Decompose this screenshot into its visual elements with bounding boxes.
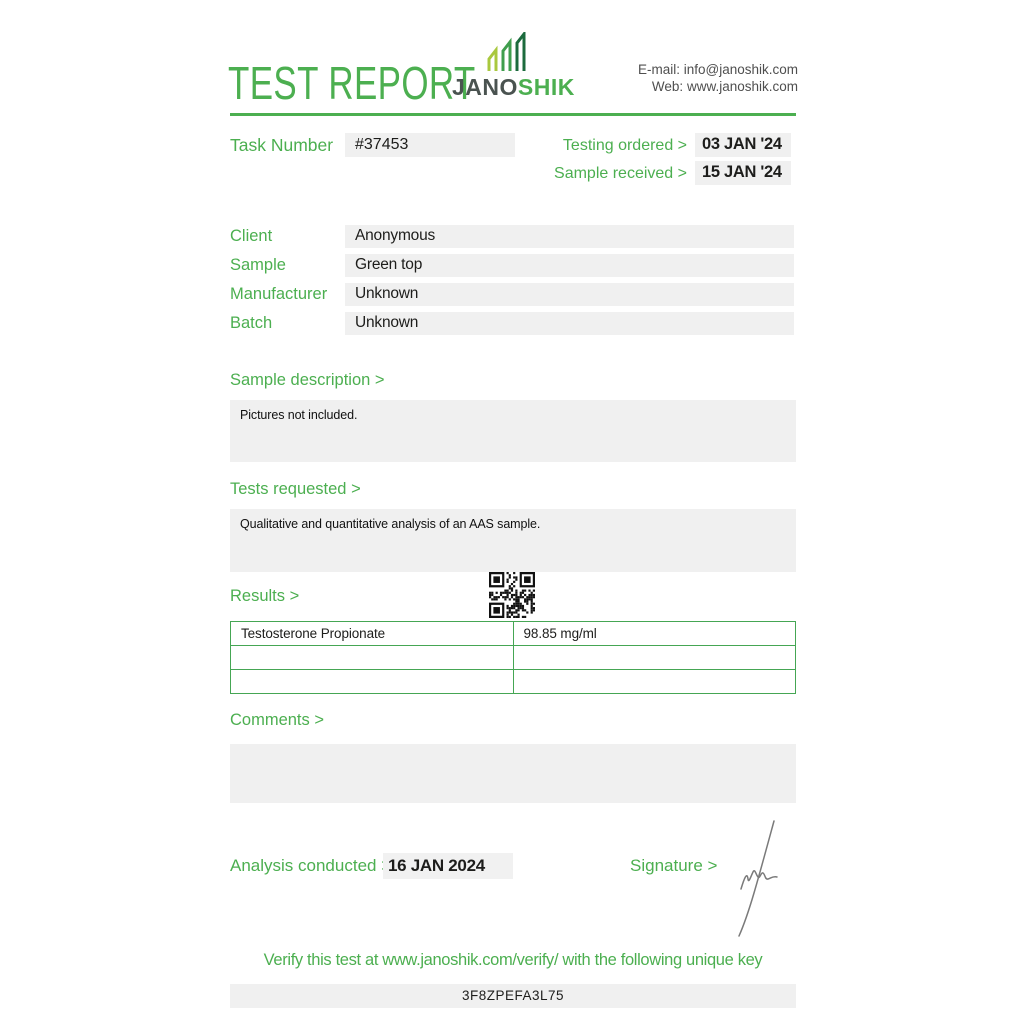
sample-value: Green top	[355, 256, 423, 273]
contact-info: E-mail: info@janoshik.com Web: www.janos…	[638, 61, 798, 95]
web-line: Web: www.janoshik.com	[638, 78, 798, 95]
testing-ordered-label: Testing ordered >	[562, 137, 687, 154]
comments-text	[230, 744, 796, 760]
testing-ordered-value: 03 JAN '24	[702, 135, 782, 153]
handwritten-signature-icon	[738, 820, 778, 937]
logo-wordmark: JANOSHIK	[452, 74, 575, 101]
comments-label: Comments >	[230, 711, 324, 729]
table-row	[230, 645, 796, 670]
client-value: Anonymous	[355, 227, 436, 244]
tests-requested-text: Qualitative and quantitative analysis of…	[240, 517, 541, 531]
result-cell	[512, 645, 796, 670]
comments-box	[230, 744, 796, 803]
tests-requested-box: Qualitative and quantitative analysis of…	[230, 509, 796, 572]
sample-field: Green top	[345, 254, 794, 277]
manufacturer-label: Manufacturer	[230, 285, 328, 303]
analysis-date-value: 16 JAN 2024	[388, 856, 485, 875]
manufacturer-field: Unknown	[345, 283, 794, 306]
client-label: Client	[230, 227, 273, 245]
client-field: Anonymous	[345, 225, 794, 248]
results-label: Results >	[230, 587, 300, 605]
task-number-label: Task Number	[230, 135, 334, 155]
sample-received-field: 15 JAN '24	[695, 161, 791, 185]
batch-field: Unknown	[345, 312, 794, 335]
sample-label: Sample	[230, 256, 286, 274]
email-label: E-mail:	[637, 62, 680, 77]
analyte-cell: Testosterone Propionate	[230, 621, 514, 646]
sample-description-box: Pictures not included.	[230, 400, 796, 462]
table-row: Testosterone Propionate 98.85 mg/ml	[230, 621, 796, 646]
verify-instruction: Verify this test at www.janoshik.com/ver…	[263, 951, 763, 969]
page-title: TEST REPORT	[228, 57, 476, 109]
logo-text-dark: JANO	[452, 74, 518, 100]
analyte-cell	[230, 645, 514, 670]
analysis-conducted-label: Analysis conducted >	[230, 856, 392, 875]
analysis-date-field: 16 JAN 2024	[383, 853, 513, 879]
sample-received-value: 15 JAN '24	[702, 163, 782, 181]
signature-label: Signature >	[630, 856, 718, 875]
tests-requested-label: Tests requested >	[230, 480, 361, 498]
batch-label: Batch	[230, 314, 273, 332]
manufacturer-value: Unknown	[355, 285, 419, 302]
unique-key-field: 3F8ZPEFA3L75	[230, 984, 796, 1008]
email-line: E-mail: info@janoshik.com	[638, 61, 798, 78]
batch-value: Unknown	[355, 314, 419, 331]
sample-description-text: Pictures not included.	[240, 408, 358, 422]
sample-received-label: Sample received >	[554, 165, 687, 182]
web-value: www.janoshik.com	[686, 79, 798, 94]
janoshik-logo: JANOSHIK	[452, 32, 575, 101]
results-table: Testosterone Propionate 98.85 mg/ml	[230, 621, 796, 694]
testing-ordered-field: 03 JAN '24	[695, 133, 791, 157]
header-divider	[230, 113, 796, 116]
email-value: info@janoshik.com	[683, 62, 798, 77]
unique-key-value: 3F8ZPEFA3L75	[461, 988, 565, 1003]
task-number-value: #37453	[355, 136, 409, 153]
sample-description-label: Sample description >	[230, 371, 385, 389]
qr-code-icon	[489, 572, 535, 618]
logo-text-green: SHIK	[517, 74, 575, 100]
task-number-field: #37453	[345, 133, 515, 157]
result-cell	[512, 669, 796, 694]
analyte-cell	[230, 669, 514, 694]
web-label: Web:	[651, 79, 684, 94]
result-cell: 98.85 mg/ml	[512, 621, 796, 646]
table-row	[230, 669, 796, 694]
rising-bars-icon	[487, 32, 526, 71]
